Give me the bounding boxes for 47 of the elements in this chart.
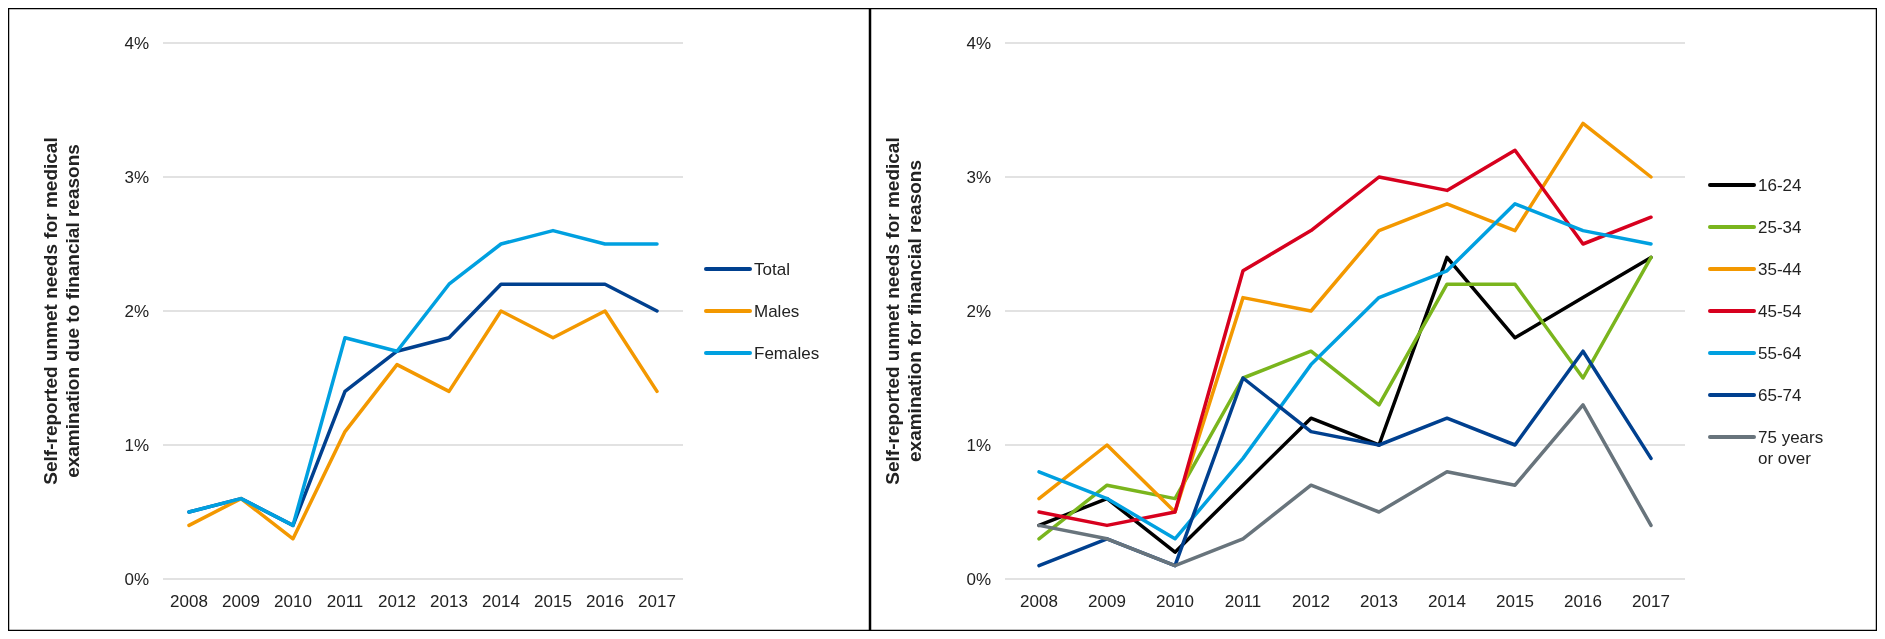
x-tick-label: 2017 xyxy=(638,592,676,611)
line-series xyxy=(187,309,659,541)
y-tick-label: 0% xyxy=(124,569,149,589)
x-tick-label: 2008 xyxy=(170,592,208,611)
x-tick-label: 2008 xyxy=(1020,592,1058,611)
legend-label: 45-54 xyxy=(1758,301,1802,321)
legend-label: Females xyxy=(754,343,820,363)
line-series xyxy=(1037,403,1653,568)
x-tick-label: 2015 xyxy=(534,592,572,611)
y-axis-title: Self-reported unmet needs for medical examination for financial reasons xyxy=(881,137,926,485)
y-tick-label: 2% xyxy=(966,301,991,321)
y-tick-label: 1% xyxy=(124,435,149,455)
y-axis-title: Self-reported unmet needs for medical examination due to financial reasons xyxy=(39,137,84,485)
line-series xyxy=(1037,202,1653,541)
x-tick-label: 2012 xyxy=(1292,592,1330,611)
x-tick-label: 2016 xyxy=(1564,592,1602,611)
y-tick-label: 4% xyxy=(966,33,991,53)
x-tick-label: 2010 xyxy=(274,592,312,611)
legend-label: Males xyxy=(754,301,800,321)
legend-label: 16-24 xyxy=(1758,175,1802,195)
y-tick-label: 4% xyxy=(124,33,149,53)
legend-label: Total xyxy=(754,259,790,279)
x-tick-label: 2015 xyxy=(1496,592,1534,611)
y-tick-label: 3% xyxy=(966,167,991,187)
x-tick-label: 2016 xyxy=(586,592,624,611)
line-series xyxy=(1037,349,1653,568)
y-tick-label: 0% xyxy=(966,569,991,589)
y-tick-label: 1% xyxy=(966,435,991,455)
x-tick-label: 2012 xyxy=(378,592,416,611)
legend-label: 75 years or over xyxy=(1758,427,1824,469)
y-tick-label: 2% xyxy=(124,301,149,321)
y-tick-label: 3% xyxy=(124,167,149,187)
x-tick-label: 2010 xyxy=(1156,592,1194,611)
legend-label: 35-44 xyxy=(1758,259,1802,279)
x-tick-label: 2011 xyxy=(326,592,364,611)
x-tick-label: 2017 xyxy=(1632,592,1670,611)
legend-label: 55-64 xyxy=(1758,343,1802,363)
legend-label: 65-74 xyxy=(1758,385,1802,405)
x-tick-label: 2014 xyxy=(1428,592,1466,611)
x-tick-label: 2009 xyxy=(222,592,260,611)
legend-label: 25-34 xyxy=(1758,217,1802,237)
x-tick-label: 2013 xyxy=(430,592,468,611)
x-tick-label: 2009 xyxy=(1088,592,1126,611)
x-tick-label: 2011 xyxy=(1224,592,1262,611)
x-tick-label: 2014 xyxy=(482,592,520,611)
x-tick-label: 2013 xyxy=(1360,592,1398,611)
line-series xyxy=(187,228,659,528)
